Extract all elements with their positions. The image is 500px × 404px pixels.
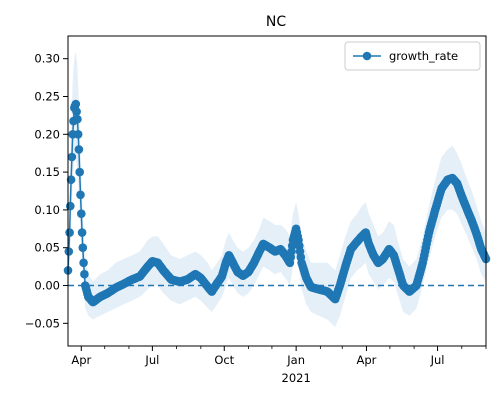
y-tick-label: −0.05 xyxy=(25,316,60,330)
legend-marker-swatch xyxy=(362,51,372,61)
data-point xyxy=(78,243,88,252)
data-point xyxy=(67,152,77,162)
x-tick-label: Oct xyxy=(214,353,234,367)
data-point xyxy=(66,201,75,211)
data-point xyxy=(75,167,84,177)
y-tick-label: 0.05 xyxy=(34,241,60,255)
data-point xyxy=(77,228,87,237)
legend-box xyxy=(344,41,481,71)
y-tick-label: 0.20 xyxy=(34,127,60,141)
x-tick-label: Jul xyxy=(144,353,159,367)
data-point xyxy=(77,209,86,218)
x-axis-ticks: Apr Jul Oct Jan 2021 Apr Jul xyxy=(71,346,487,385)
data-point xyxy=(71,99,81,109)
legend-label: growth_rate xyxy=(389,49,458,63)
series-points-group xyxy=(63,99,491,307)
x-tick-sublabel: 2021 xyxy=(282,371,311,385)
data-point xyxy=(65,228,74,237)
data-point xyxy=(64,247,74,256)
legend: growth_rate xyxy=(344,41,481,71)
chart-title: NC xyxy=(266,14,286,30)
data-point xyxy=(72,107,81,116)
x-tick-label: Apr xyxy=(71,353,91,367)
y-tick-label: 0.30 xyxy=(34,52,60,66)
x-tick-label: Jul xyxy=(430,353,445,367)
data-point xyxy=(73,130,83,139)
x-tick-label: Jan xyxy=(286,353,305,367)
y-axis-ticks: −0.05 0.00 0.05 0.10 0.15 0.20 0.25 0.30 xyxy=(25,52,68,330)
data-point xyxy=(73,114,82,124)
data-point xyxy=(79,258,88,268)
data-point xyxy=(74,145,84,154)
y-tick-label: 0.25 xyxy=(34,89,60,103)
data-point xyxy=(76,190,85,200)
y-tick-label: 0.00 xyxy=(34,279,60,293)
plot-area-frame xyxy=(67,35,487,347)
data-point xyxy=(66,175,76,184)
y-tick-label: 0.15 xyxy=(34,165,60,179)
y-tick-label: 0.10 xyxy=(34,203,60,217)
data-point xyxy=(80,269,89,279)
x-tick-label: Apr xyxy=(357,353,377,367)
